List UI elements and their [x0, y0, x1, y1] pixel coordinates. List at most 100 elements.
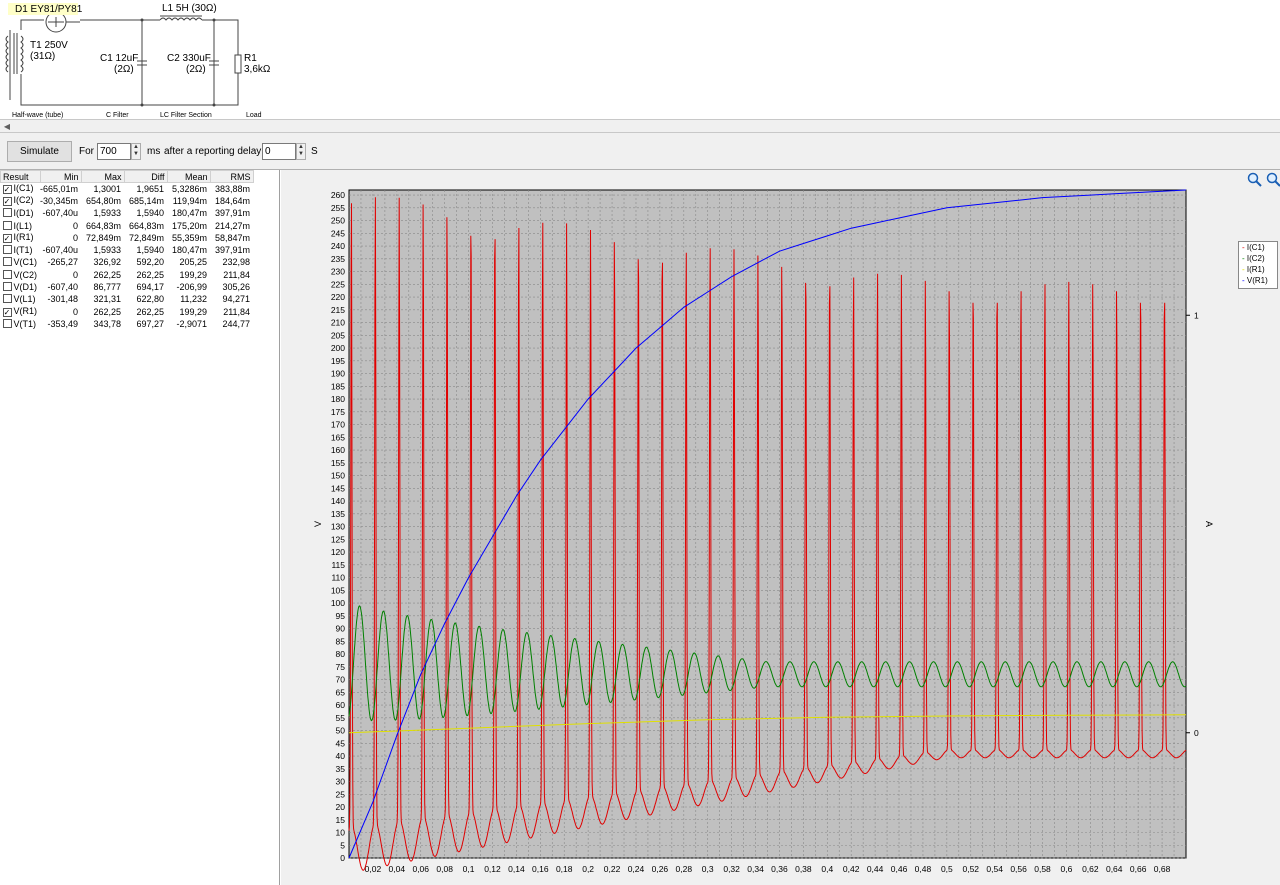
y-tick-label: 235: [331, 254, 345, 264]
duration-spinner[interactable]: ▲ ▼: [131, 143, 141, 160]
cell-name: ✓ V(R1): [1, 305, 41, 318]
legend-swatch: -: [1242, 243, 1247, 252]
series-checkbox[interactable]: [2, 282, 12, 292]
y-tick-label: 70: [336, 675, 346, 685]
x-tick-label: 0,02: [365, 864, 382, 874]
series-checkbox[interactable]: ✓: [2, 234, 12, 244]
x-tick-label: 0,6: [1061, 864, 1073, 874]
results-row[interactable]: I(D1) -607,40u 1,5933 1,5940 180,47m 397,91m: [1, 207, 254, 219]
cell-max: 1,3001: [93, 183, 122, 194]
cell-rms: 397,91m: [215, 245, 251, 256]
cell-mean: 180,47m: [172, 208, 208, 219]
series-checkbox[interactable]: [2, 257, 12, 267]
y-tick-label: 245: [331, 228, 345, 238]
series-checkbox[interactable]: [2, 245, 12, 255]
results-row[interactable]: V(C2) 0 262,25 262,25 199,29 211,84: [1, 269, 254, 281]
cell-name: I(T1): [1, 244, 41, 256]
section-cfilter-label: C Filter: [106, 112, 129, 119]
x-tick-label: 0,58: [1034, 864, 1051, 874]
series-checkbox[interactable]: [2, 208, 12, 218]
y-tick-label: 205: [331, 330, 345, 340]
cell-rms: 214,27m: [215, 220, 251, 231]
y-tick-label: 190: [331, 369, 345, 379]
simulate-button[interactable]: Simulate: [7, 141, 72, 162]
zoom-out-icon[interactable]: [1266, 172, 1280, 188]
results-row[interactable]: ✓ I(R1) 0 72,849m 72,849m 55,359m 58,847m: [1, 232, 254, 244]
t1-label: T1 250V: [30, 40, 68, 51]
cell-rms: 305,26: [222, 282, 251, 293]
results-panel: Result Min Max Diff Mean RMS ✓ I(C1) -665,…: [0, 170, 280, 885]
cell-max: 321,31: [93, 294, 122, 305]
series-checkbox[interactable]: ✓: [2, 197, 12, 207]
chart-legend: - I(C1) - I(C2) - I(R1) - V(R1): [1238, 241, 1278, 289]
cell-max: 262,25: [93, 306, 122, 317]
results-row[interactable]: V(C1) -265,27 326,92 592,20 205,25 232,98: [1, 256, 254, 268]
header-diff[interactable]: Diff: [123, 170, 168, 183]
series-checkbox[interactable]: [2, 220, 12, 230]
legend-label: I(C2): [1246, 254, 1265, 263]
cell-diff: 262,25: [136, 306, 165, 317]
y-tick-label: 130: [331, 522, 345, 532]
duration-input[interactable]: 700: [97, 143, 131, 160]
y-tick-label: 195: [331, 356, 345, 366]
delay-input[interactable]: 0: [262, 143, 296, 160]
cell-min: -607,40u: [42, 208, 79, 219]
results-row[interactable]: ✓ I(C2) -30,345m 654,80m 685,14m 119,94m 184,6…: [1, 195, 254, 207]
c2-label: C2 330uF: [167, 53, 211, 64]
results-row[interactable]: ✓ V(R1) 0 262,25 262,25 199,29 211,84: [1, 305, 254, 318]
header-min[interactable]: Min: [39, 170, 82, 183]
y-tick-label: 225: [331, 279, 345, 289]
cell-max: 326,92: [93, 257, 122, 268]
y-tick-label: 135: [331, 509, 345, 519]
header-max[interactable]: Max: [80, 170, 125, 183]
x-tick-label: 0,28: [676, 864, 693, 874]
zoom-in-icon[interactable]: [1247, 172, 1263, 188]
series-checkbox[interactable]: [2, 294, 12, 304]
series-line-ir1: [348, 714, 1187, 734]
header-rms[interactable]: RMS: [209, 170, 254, 183]
x-tick-label: 0,34: [747, 864, 764, 874]
simulation-toolbar: Simulate For 700 ▲ ▼ ms after a reporting…: [0, 133, 1280, 170]
legend-label: I(R1): [1246, 265, 1265, 274]
cell-rms: 94,271: [222, 294, 251, 305]
series-checkbox[interactable]: ✓: [2, 185, 12, 195]
cell-max: 664,83m: [86, 220, 122, 231]
cell-name: V(T1): [1, 318, 41, 330]
cell-diff: 1,9651: [136, 183, 165, 194]
schematic-drawing: [5, 3, 242, 107]
cell-mean: 180,47m: [172, 245, 208, 256]
series-name: V(T1): [13, 318, 37, 329]
cell-rms: 211,84: [223, 306, 251, 317]
y-tick-label: 150: [331, 471, 345, 481]
header-mean[interactable]: Mean: [166, 170, 211, 183]
series-checkbox[interactable]: [2, 318, 12, 328]
y-tick-label: 50: [336, 726, 346, 736]
horizontal-scrollbar[interactable]: ◀: [0, 119, 1280, 133]
for-label: For: [79, 146, 94, 157]
series-name: V(C1): [13, 257, 38, 268]
results-row[interactable]: V(L1) -301,48 321,31 622,80 11,232 94,271: [1, 293, 254, 305]
x-tick-label: 0,12: [484, 864, 501, 874]
results-row[interactable]: ✓ I(C1) -665,01m 1,3001 1,9651 5,3286m 383,88m: [1, 183, 254, 195]
series-checkbox[interactable]: ✓: [2, 308, 12, 318]
results-row[interactable]: I(L1) 0 664,83m 664,83m 175,20m 214,27m: [1, 219, 254, 231]
results-row[interactable]: V(T1) -353,49 343,78 697,27 -2,9071 244,77: [1, 318, 254, 330]
delay-spinner[interactable]: ▲ ▼: [296, 143, 306, 160]
series-checkbox[interactable]: [2, 269, 12, 279]
y-tick-label: 15: [336, 815, 346, 825]
y-tick-label: 90: [336, 624, 346, 634]
cell-diff: 622,80: [136, 294, 165, 305]
y-tick-label: 250: [331, 216, 345, 226]
cell-mean: 55,359m: [172, 232, 208, 243]
waveform-chart[interactable]: 0510152025303540455055606570758085909510…: [281, 170, 1280, 885]
scroll-left-arrow-icon[interactable]: ◀: [3, 122, 11, 131]
series-line-vr1: [348, 189, 1187, 859]
results-row[interactable]: I(T1) -607,40u 1,5933 1,5940 180,47m 397,91m: [1, 244, 254, 256]
cell-rms: 232,98: [222, 257, 251, 268]
results-row[interactable]: V(D1) -607,40 86,777 694,17 -206,99 305,26: [1, 281, 254, 293]
chart-panel: 0 5 10 15 20 25 30 35 40 45 50 55 60 65 70 75 80 85 90 95 10…: [281, 170, 1280, 885]
y-tick-label: 215: [331, 305, 345, 315]
header-result[interactable]: Result: [0, 170, 41, 183]
legend-entry: - I(R1): [1242, 264, 1277, 275]
y2-tick-label: 0: [1194, 728, 1199, 738]
